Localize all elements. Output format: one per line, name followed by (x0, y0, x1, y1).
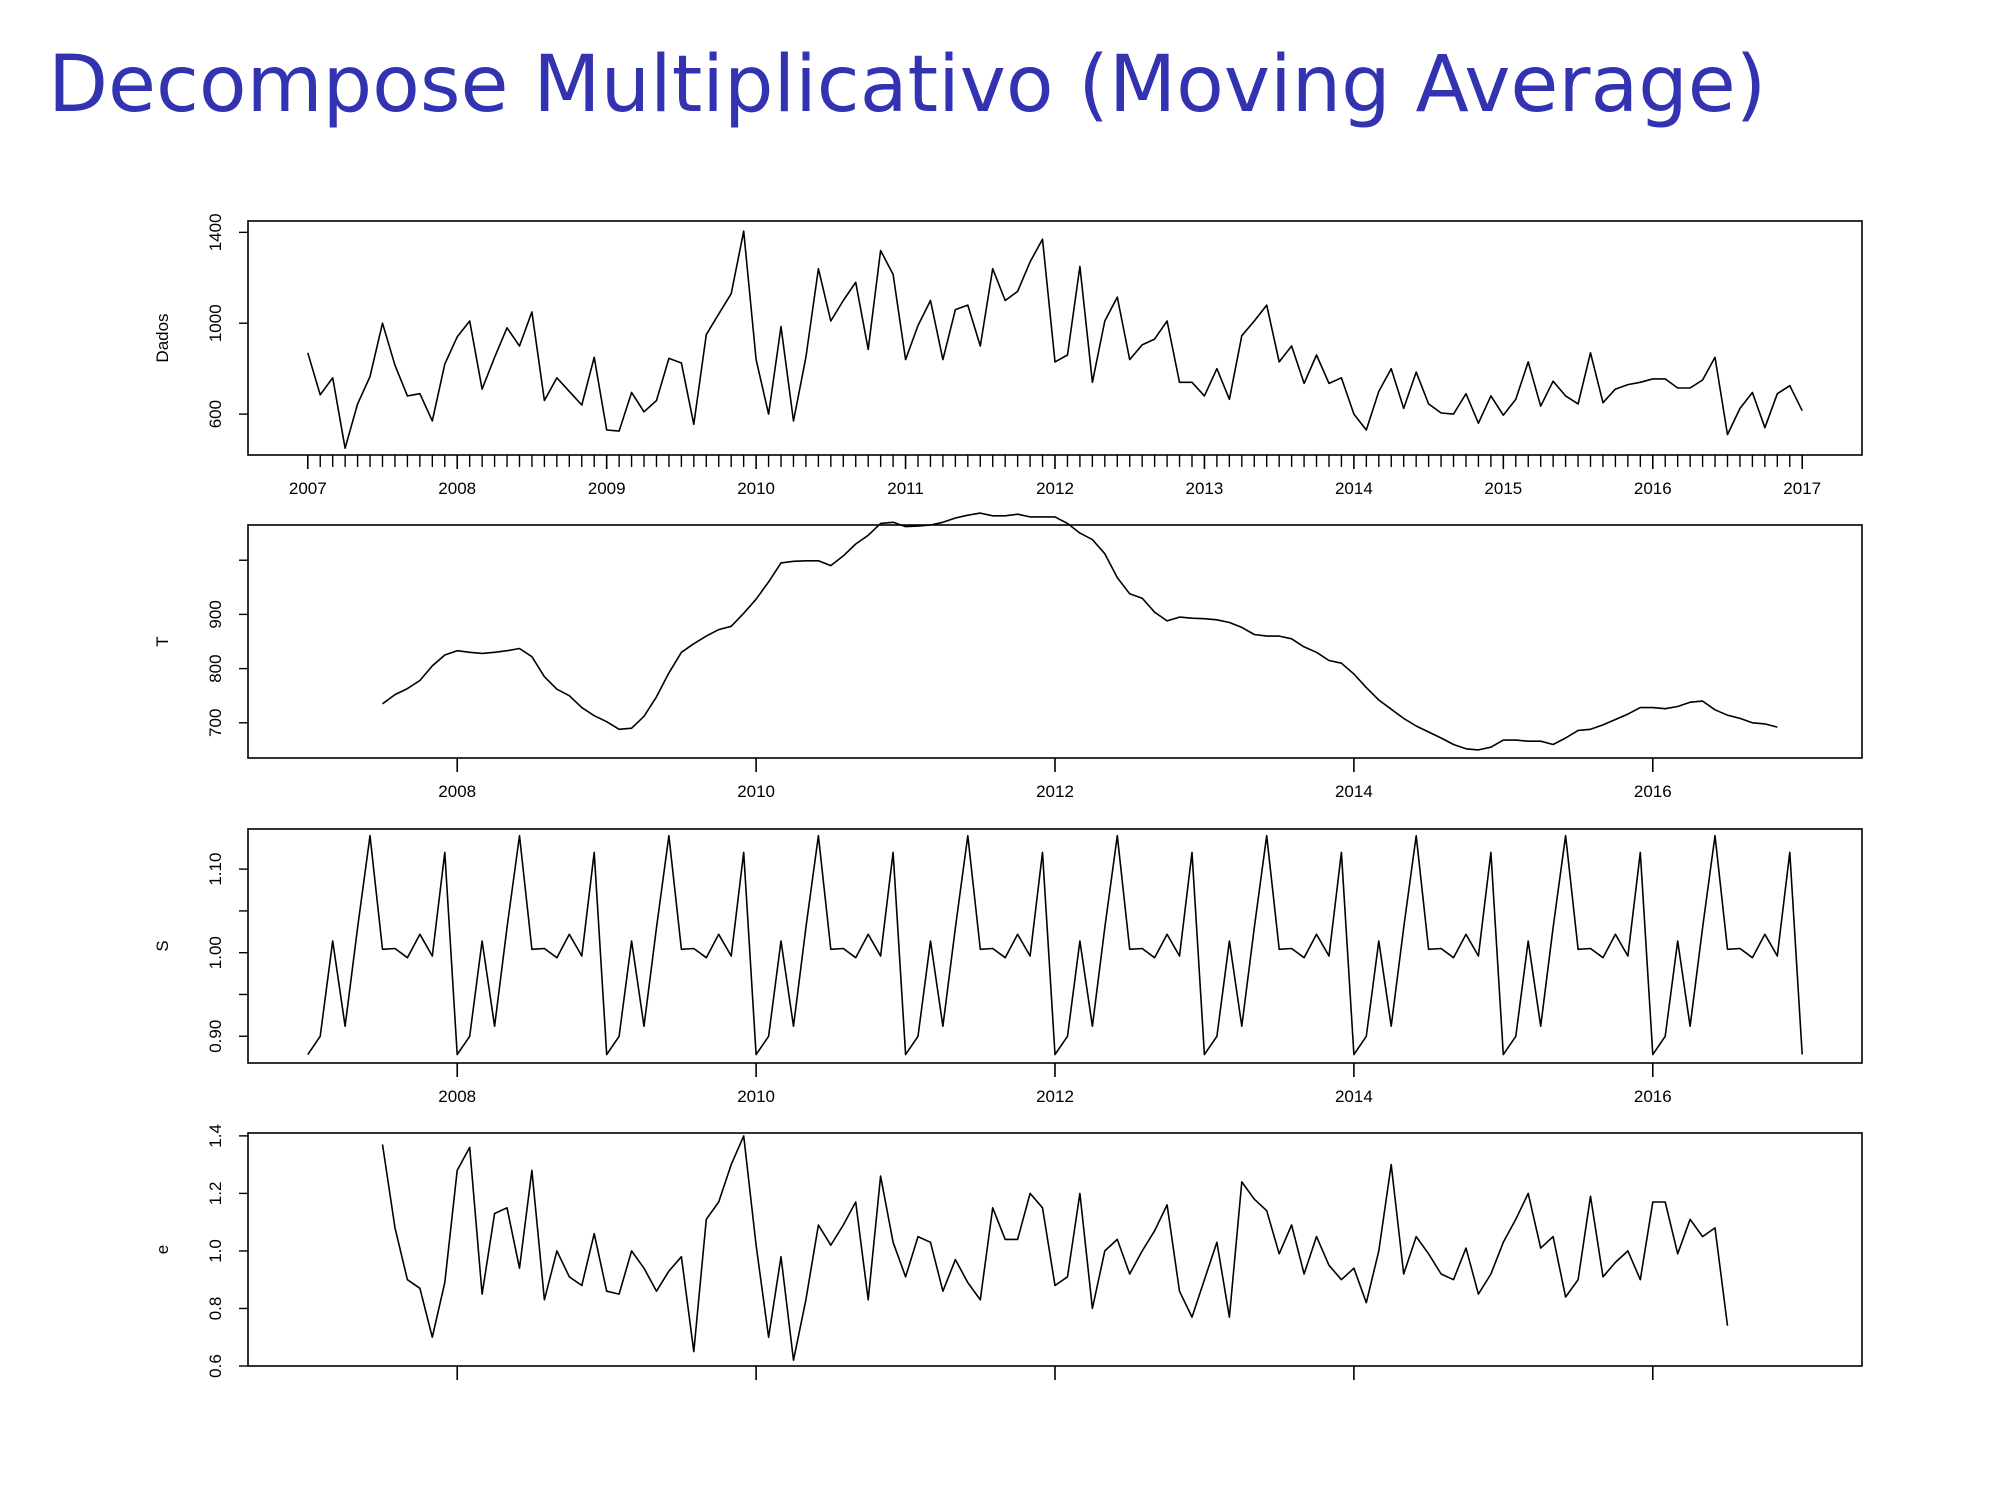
y-tick-label: 1.0 (206, 1239, 225, 1263)
x-tick-label: 2016 (1634, 479, 1672, 498)
x-tick-label: 2013 (1186, 479, 1224, 498)
x-tick-label: 2009 (588, 479, 626, 498)
y-tick-label: 1.00 (206, 936, 225, 969)
x-tick-label: 2016 (1634, 782, 1672, 801)
series-line (382, 512, 1778, 751)
page-title: Decompose Multiplicativo (Moving Average… (48, 40, 1767, 130)
y-axis-label: S (153, 940, 172, 951)
panel-e: e 0.6 0.8 1.0 1.2 1.4 (153, 1124, 1863, 1380)
y-tick-label: 1400 (206, 213, 225, 251)
y-tick-label: 800 (206, 654, 225, 682)
y-tick-label: 1.2 (206, 1182, 225, 1206)
y-tick-label: 900 (206, 600, 225, 628)
y-tick-label: 1.10 (206, 853, 225, 886)
y-tick-label: 1.4 (206, 1124, 225, 1148)
y-tick-label: 1000 (206, 304, 225, 342)
series-line (307, 834, 1803, 1056)
x-tick-label: 2015 (1484, 479, 1522, 498)
plot-frame (247, 828, 1863, 1064)
y-tick-label: 0.6 (206, 1354, 225, 1378)
y-axis-label: e (153, 1245, 172, 1254)
y-axis-label: T (153, 636, 172, 646)
x-tick-label: 2012 (1036, 1087, 1074, 1106)
x-tick-label: 2010 (737, 1087, 775, 1106)
x-tick-label: 2014 (1335, 782, 1373, 801)
y-axis-label: Dados (153, 313, 172, 362)
x-tick-label: 2012 (1036, 479, 1074, 498)
x-tick-label: 2016 (1634, 1087, 1672, 1106)
x-tick-label: 2010 (737, 782, 775, 801)
y-tick-label: 0.8 (206, 1297, 225, 1321)
x-tick-label: 2014 (1335, 479, 1373, 498)
series-line (307, 230, 1803, 450)
x-tick-label: 2007 (289, 479, 327, 498)
panel-dados: Dados 600 1000 1400 2007 2008 2009 2010 2011 2012… (153, 213, 1863, 498)
x-tick-label: 2014 (1335, 1087, 1373, 1106)
x-tick-label: 2010 (737, 479, 775, 498)
y-tick-label: 600 (206, 400, 225, 428)
x-tick-label: 2012 (1036, 782, 1074, 801)
x-tick-label: 2008 (438, 782, 476, 801)
panel-t: T 700 800 900 2008 2010 2012 2014 2016 (153, 512, 1863, 801)
y-tick-label: 0.90 (206, 1020, 225, 1053)
panel-s: S 0.90 1.00 1.10 2008 2010 2012 2014 2016 (153, 828, 1863, 1106)
y-tick-label: 700 (206, 709, 225, 737)
plot-frame (247, 524, 1863, 759)
x-tick-label: 2017 (1783, 479, 1821, 498)
x-tick-label: 2011 (887, 479, 924, 498)
plot-frame (247, 1132, 1863, 1367)
plot-frame (247, 220, 1863, 456)
x-tick-label: 2008 (438, 479, 476, 498)
x-tick-label: 2008 (438, 1087, 476, 1106)
series-line (381, 1135, 1729, 1361)
